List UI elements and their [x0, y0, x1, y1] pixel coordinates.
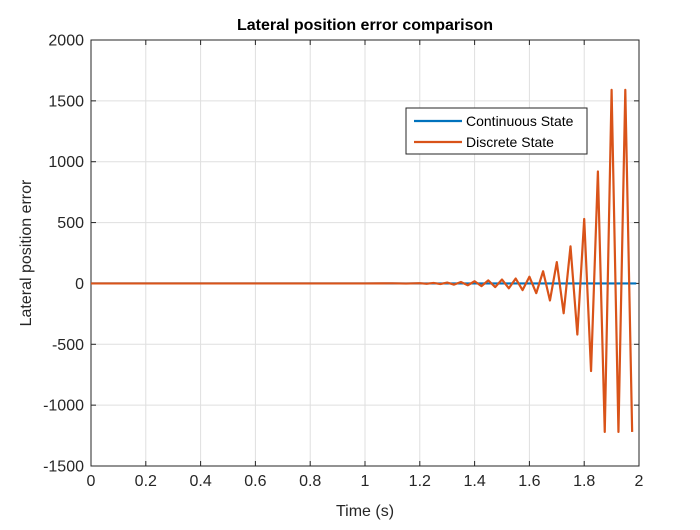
chart-title: Lateral position error comparison — [237, 17, 493, 34]
legend-box — [405, 107, 588, 155]
y-tick-label: 2000 — [48, 33, 84, 50]
x-axis-label: Time (s) — [336, 503, 394, 520]
x-tick-label: 2 — [635, 473, 644, 490]
x-tick-label: 0 — [87, 473, 96, 490]
x-tick-label: 0.2 — [135, 473, 157, 490]
axis-ticks: 0 0.2 0.4 0.6 0.8 1 1.2 1.4 1.6 1.8 2 -1500 -1000 -50… — [43, 33, 643, 491]
y-tick-label: -500 — [52, 337, 84, 354]
legend-label: Discrete State — [466, 134, 554, 150]
x-tick-label: 1.4 — [463, 473, 485, 490]
series-line-discrete-state — [91, 88, 634, 434]
y-axis-label: Lateral position error — [18, 179, 35, 326]
y-tick-label: 500 — [57, 215, 84, 232]
y-tick-label: -1500 — [43, 459, 84, 476]
y-tick-label: 1000 — [48, 154, 84, 171]
x-tick-label: 1.6 — [518, 473, 540, 490]
y-tick-label: 1500 — [48, 93, 84, 110]
x-tick-label: 1.8 — [573, 473, 595, 490]
legend: Continuous State Discrete State — [405, 107, 588, 155]
y-tick-label: -1000 — [43, 398, 84, 415]
x-tick-label: 1 — [361, 473, 370, 490]
y-tick-label: 0 — [75, 276, 84, 293]
x-tick-label: 1.2 — [409, 473, 431, 490]
x-tick-label: 0.4 — [189, 473, 211, 490]
x-tick-label: 0.6 — [244, 473, 266, 490]
x-tick-label: 0.8 — [299, 473, 321, 490]
series-lines — [91, 88, 637, 434]
legend-label: Continuous State — [466, 113, 574, 129]
